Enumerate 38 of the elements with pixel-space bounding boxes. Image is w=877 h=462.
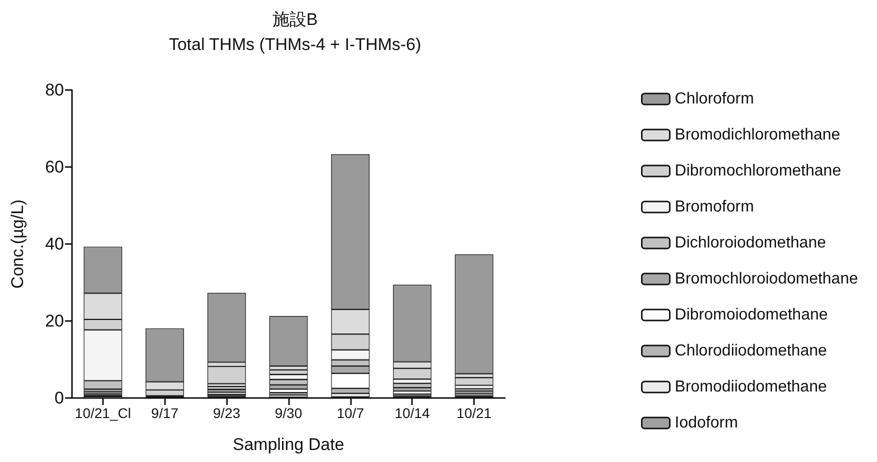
bar <box>269 389 308 393</box>
chart-subtitle: Total THMs (THMs-4 + I-THMs-6) <box>168 35 422 54</box>
bar <box>454 378 494 386</box>
legend-label: Dibromoiodomethane <box>674 306 828 324</box>
x-tick-label: 10/14 <box>394 405 430 421</box>
bar <box>269 316 308 366</box>
legend-label: Chlorodiiodomethane <box>674 342 827 360</box>
x-axis-title: Sampling Date <box>232 435 344 454</box>
legend-label: Chloroform <box>674 90 754 108</box>
y-tick-label: 60 <box>45 158 64 176</box>
bar <box>393 391 432 394</box>
bar <box>207 390 246 392</box>
legend-label: Iodoform <box>674 414 738 432</box>
x-tick-label: 10/21 <box>456 405 492 421</box>
y-tick-label: 0 <box>54 388 64 408</box>
y-tick-label: 40 <box>45 234 64 254</box>
bar <box>454 254 494 374</box>
y-tick-label: 20 <box>45 312 64 330</box>
x-tick-label: 9/30 <box>274 405 302 421</box>
y-axis-title: Conc.(µg/L) <box>8 199 27 289</box>
bar <box>393 388 432 392</box>
x-tick-label: 10/7 <box>336 405 364 421</box>
bar <box>207 366 246 384</box>
x-tick-label: 10/21_Cl <box>74 405 131 421</box>
bar <box>207 386 246 390</box>
x-tick-label: 9/17 <box>151 405 179 421</box>
legend-label: Dibromochloromethane <box>674 162 842 180</box>
chart-title: 施設B <box>272 10 318 29</box>
bar <box>207 292 246 362</box>
legend-label: Bromodiiodomethane <box>674 378 827 396</box>
y-tick-label: 80 <box>45 80 64 100</box>
legend-label: Bromoform <box>674 198 754 216</box>
x-tick-label: 9/23 <box>213 405 240 421</box>
legend-label: Bromochloroiodomethane <box>674 270 858 288</box>
legend-label: Bromodichloromethane <box>674 126 840 144</box>
bar <box>454 391 494 394</box>
bar <box>393 383 432 388</box>
legend-label: Dichloroiodomethane <box>674 234 826 252</box>
